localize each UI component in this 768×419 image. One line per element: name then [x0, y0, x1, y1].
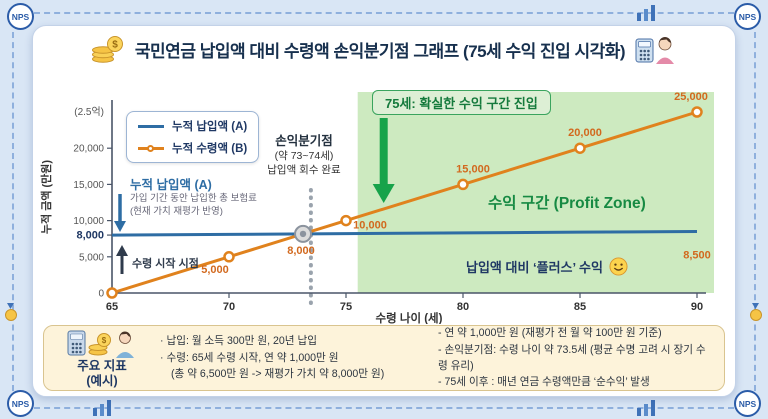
paid-line	[111, 229, 698, 237]
received-marker	[340, 214, 352, 227]
smiley-icon	[609, 257, 628, 276]
y-tick-label: 0	[98, 289, 104, 300]
page-title: 국민연금 납입액 대비 수령액 손익분기점 그래프 (75세 수익 진입 시각화…	[134, 41, 626, 61]
received-marker	[457, 178, 469, 191]
paid-annotation-desc2: (현재 가치 재평가 반영)	[130, 205, 223, 217]
y-tick-label: 15,000	[73, 180, 104, 191]
breakeven-age-range: (약 73~74세)	[274, 150, 334, 162]
received-point-label: 20,000	[568, 127, 602, 139]
coin-stack-icon: $	[91, 36, 123, 63]
received-point-label: 5,000	[201, 264, 229, 276]
paid-annotation-title: 누적 납입액 (A)	[130, 178, 212, 192]
received-point-label: 15,000	[456, 163, 490, 175]
main-card: $ 국민연금 납입액 대비 수령액 손익분기점 그래프 (75세 수익 진입 시…	[32, 25, 736, 397]
received-point-label: 25,000	[674, 91, 708, 103]
y-top-label: (2.5억)	[74, 106, 104, 118]
frame-line-left	[12, 32, 14, 391]
legend-paid-label: 누적 납입액 (A)	[172, 121, 248, 133]
nps-badge-bottom-right: NPS	[734, 390, 761, 417]
metric-item: - 75세 이후 : 매년 연금 수령액만큼 ‘순수익’ 발생	[438, 376, 650, 389]
legend-row-paid: 누적 납입액 (A)	[138, 118, 247, 134]
nps-badge-bottom-left: NPS	[7, 390, 34, 417]
nps-badge-top-left: NPS	[7, 3, 34, 30]
x-tick-label: 90	[691, 301, 703, 313]
breakeven-title: 손익분기점	[275, 134, 333, 148]
x-axis-title: 수령 나이 (세)	[376, 311, 443, 324]
paid-end-label: 8,500	[683, 249, 711, 261]
metric-item: · 납입: 월 소득 300만 원, 20년 납입	[160, 335, 317, 348]
calculator-coins-person-icon: $	[67, 330, 134, 358]
svg-text:$: $	[112, 40, 118, 51]
svg-text:$: $	[102, 336, 107, 345]
chart-area: 0 5,000 8,000 10,000 15,000 20,000 (2.5억) 65 70 7…	[36, 72, 732, 324]
bar-chart-icon	[93, 400, 111, 416]
x-tick-label: 80	[457, 301, 469, 313]
plus-profit-label: 납입액 대비 ‘플러스’ 수익	[466, 260, 603, 275]
bar-chart-icon	[637, 5, 655, 21]
received-marker	[574, 142, 586, 154]
breakeven-desc: 납입액 회수 완료	[267, 164, 341, 177]
paid-annotation-desc1: 가입 기간 동안 납입한 총 보험료	[130, 193, 257, 204]
received-point-label: 10,000	[353, 220, 387, 232]
breakeven-chart: 0 5,000 8,000 10,000 15,000 20,000 (2.5억) 65 70 7…	[39, 91, 714, 324]
x-tick-label: 65	[106, 301, 118, 313]
plus-profit-note: 납입액 대비 ‘플러스’ 수익	[466, 257, 628, 276]
frame-line-top	[34, 12, 734, 14]
profit-entry-banner: 75세: 확실한 수익 구간 진입	[372, 90, 551, 115]
received-line-swatch	[138, 144, 164, 152]
key-metrics-badge-area: $ 주요 지표 (예시)	[54, 328, 150, 389]
received-marker	[223, 251, 235, 263]
start-annotation: 수령 시작 시점	[132, 258, 199, 270]
frame-line-bottom	[34, 407, 734, 409]
header: $ 국민연금 납입액 대비 수령액 손익분기점 그래프 (75세 수익 진입 시…	[33, 26, 735, 72]
key-metrics-right-column: - 연 약 1,000만 원 (재평가 전 월 약 100만 원 기준) - 손…	[438, 325, 714, 391]
profit-zone-label: 수익 구간 (Profit Zone)	[488, 195, 646, 212]
nps-badge-top-right: NPS	[734, 3, 761, 30]
x-tick-label: 70	[223, 301, 235, 313]
frame-line-right	[754, 32, 756, 391]
breakeven-annotation: 손익분기점 (약 73~74세) 납입액 회수 완료	[242, 130, 366, 177]
paid-line-swatch	[138, 124, 164, 128]
y-tick-label: 10,000	[73, 216, 104, 227]
key-metrics-panel: $ 주요 지표 (예시) · 납입: 월 소득 300만 원, 20년 납입 ·…	[43, 325, 725, 391]
chart-legend: 누적 납입액 (A) 누적 수령액 (B)	[126, 111, 260, 163]
y-tick-label: 5,000	[79, 252, 104, 263]
received-marker	[106, 287, 118, 299]
paid-annotation: 누적 납입액 (A) 가입 기간 동안 납입한 총 보험료 (현재 가치 재평가…	[130, 174, 305, 219]
received-marker	[691, 106, 703, 118]
metric-item: · 수령: 65세 수령 시작, 연 약 1,000만 원	[160, 351, 339, 364]
crossing-value-label: 8,000	[287, 245, 315, 257]
legend-received-label: 누적 수령액 (B)	[172, 143, 248, 155]
x-tick-label: 75	[340, 301, 352, 313]
medal-icon	[750, 303, 762, 321]
bar-chart-icon	[637, 400, 655, 416]
x-tick-label: 85	[574, 301, 586, 313]
received-line	[111, 110, 698, 295]
y-tick-label: 20,000	[73, 144, 104, 155]
key-metrics-badge: 주요 지표 (예시)	[77, 358, 127, 388]
metric-item: (총 약 6,500만 원 -> 재평가 가치 약 8,000만 원)	[171, 368, 385, 381]
y-axis-title: 누적 금액 (만원)	[39, 160, 53, 234]
y-tick-label: 8,000	[76, 230, 104, 242]
key-metrics-left-column: · 납입: 월 소득 300만 원, 20년 납입 · 수령: 65세 수령 시…	[160, 333, 428, 382]
medal-icon	[5, 303, 17, 321]
calculator-person-icon	[635, 37, 675, 64]
legend-row-received: 누적 수령액 (B)	[138, 140, 247, 156]
metric-item: - 손익분기점: 수령 나이 약 73.5세 (평균 수명 고려 시 장기 수령…	[438, 343, 706, 372]
metric-item: - 연 약 1,000만 원 (재평가 전 월 약 100만 원 기준)	[438, 327, 662, 340]
